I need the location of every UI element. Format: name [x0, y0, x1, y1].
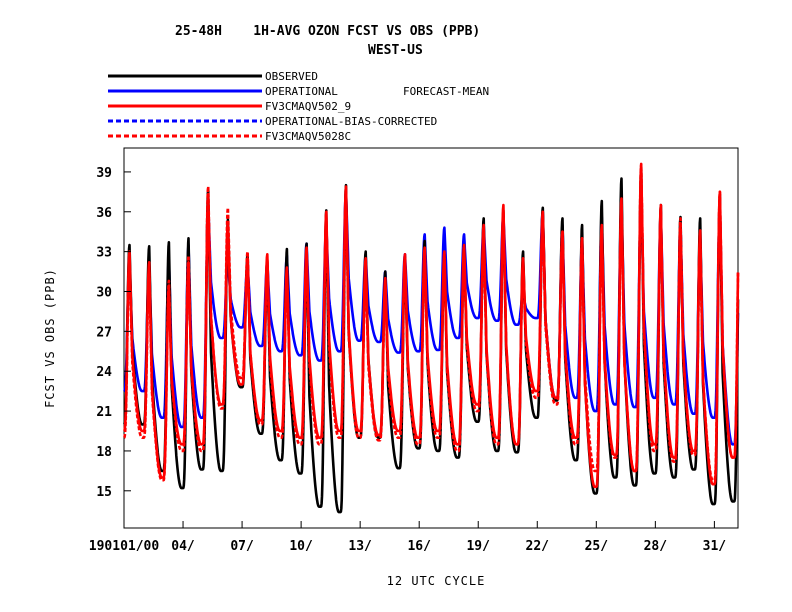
series-line-2 [123, 164, 740, 489]
x-tick-label-6: 19/ [466, 539, 490, 554]
x-tick-label-3: 10/ [289, 539, 313, 554]
y-axis: 15 18 21 24 27 30 33 36 39 [96, 166, 131, 500]
legend-label-0: OBSERVED [265, 70, 318, 83]
y-tick-label-8: 39 [96, 166, 112, 181]
y-axis-label: FCST VS OBS (PPB) [43, 268, 57, 408]
x-axis: 190101/00 04/07/10/13/16/19/22/25/28/31/ [89, 521, 727, 554]
x-tick-label-7: 22/ [526, 539, 550, 554]
legend-label-3: OPERATIONAL-BIAS-CORRECTED [265, 115, 437, 128]
legend-note: FORECAST-MEAN [403, 85, 489, 98]
x-tick-label-2: 07/ [230, 539, 254, 554]
y-tick-label-1: 18 [96, 445, 112, 460]
x-tick-label-10: 31/ [703, 539, 727, 554]
legend-label-4: FV3CMAQV5028C [265, 130, 351, 143]
x-tick-label-4: 13/ [348, 539, 372, 554]
x-tick-label-5: 16/ [407, 539, 431, 554]
y-tick-label-6: 33 [96, 246, 112, 261]
y-tick-label-4: 27 [96, 325, 112, 340]
y-tick-label-7: 36 [96, 206, 112, 221]
legend: OBSERVED OPERATIONAL FV3CMAQV502_9 OPERATIO… [108, 70, 437, 143]
x-tick-label-1: 04/ [171, 539, 195, 554]
x-tick-label-8: 25/ [585, 539, 609, 554]
x-tick-label-0: 190101/00 [89, 539, 160, 554]
x-axis-label: 12 UTC CYCLE [387, 574, 486, 588]
legend-label-2: FV3CMAQV502_9 [265, 100, 351, 113]
y-tick-label-5: 30 [96, 285, 112, 300]
chart-title: 25-48H 1H-AVG OZON FCST VS OBS (PPB) [175, 24, 480, 39]
y-tick-label-0: 15 [96, 485, 112, 500]
plot-area [123, 162, 740, 514]
y-tick-label-2: 21 [96, 405, 112, 420]
chart-subtitle: WEST-US [368, 43, 423, 58]
legend-label-1: OPERATIONAL [265, 85, 338, 98]
x-tick-label-9: 28/ [644, 539, 668, 554]
y-tick-label-3: 24 [96, 365, 112, 380]
